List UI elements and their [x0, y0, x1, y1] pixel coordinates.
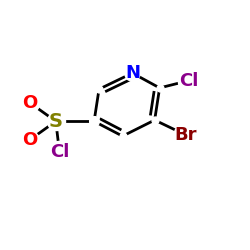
- Text: Br: Br: [174, 126, 197, 144]
- Text: O: O: [22, 131, 38, 149]
- Text: N: N: [125, 64, 140, 82]
- Text: O: O: [22, 94, 38, 112]
- Text: Cl: Cl: [50, 143, 69, 161]
- Text: Cl: Cl: [180, 72, 199, 90]
- Text: S: S: [49, 112, 63, 131]
